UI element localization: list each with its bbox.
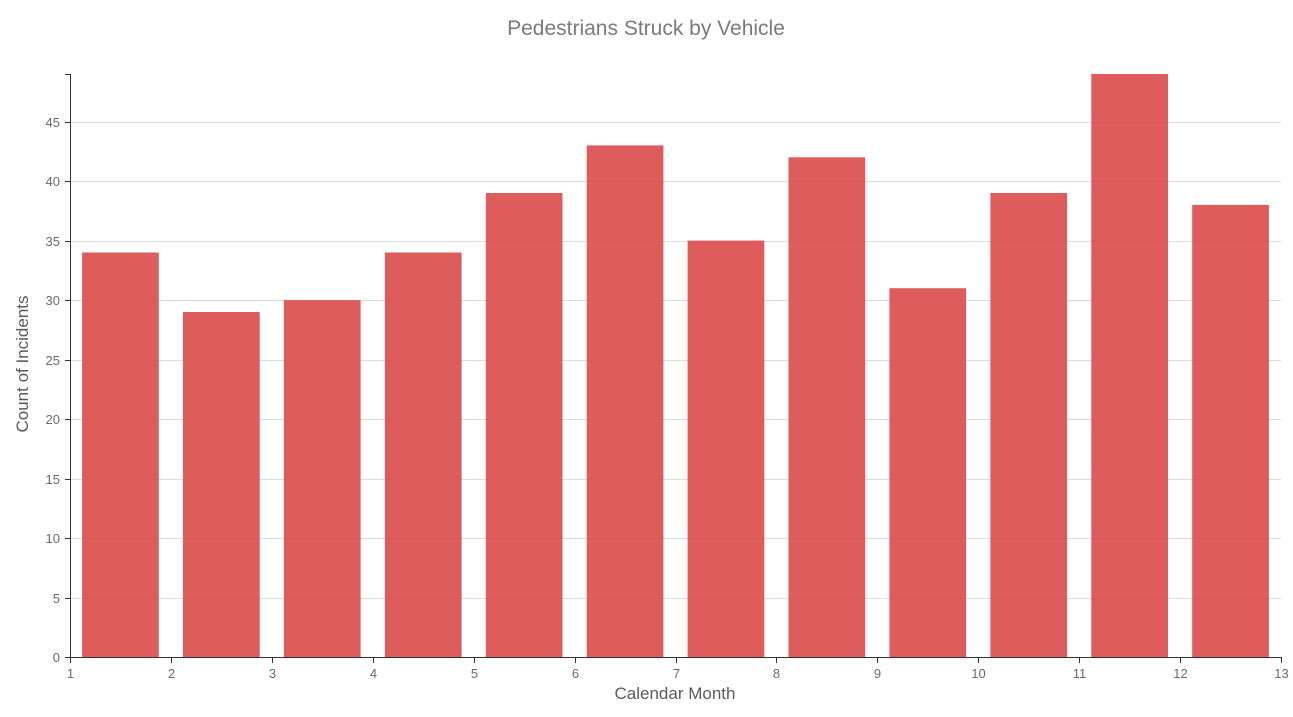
y-tick-label-45: 45 (46, 115, 60, 130)
x-tick-label-11: 11 (1073, 666, 1087, 681)
y-tick-label-20: 20 (46, 412, 60, 427)
bar-month-9[interactable] (889, 288, 967, 657)
x-tick-label-8: 8 (773, 666, 780, 681)
x-tick-label-9: 9 (874, 666, 881, 681)
bar-month-5[interactable] (485, 193, 563, 657)
y-tick-label-5: 5 (53, 591, 60, 606)
bar-month-10[interactable] (990, 193, 1068, 657)
x-tick-label-5: 5 (471, 666, 478, 681)
bar-month-2[interactable] (183, 312, 260, 657)
y-tick-label-10: 10 (46, 531, 60, 546)
bars-layer (82, 74, 1269, 658)
chart-title: Pedestrians Struck by Vehicle (507, 17, 785, 40)
bar-month-7[interactable] (687, 240, 765, 657)
bar-month-4[interactable] (384, 252, 462, 658)
bar-month-1[interactable] (82, 252, 159, 658)
y-tick-label-40: 40 (46, 174, 60, 189)
grid-layer (70, 122, 1281, 599)
x-tick-label-13: 13 (1274, 666, 1288, 681)
y-axis-title: Count of Incidents (13, 295, 32, 432)
x-axis-title: Calendar Month (615, 684, 736, 703)
bar-month-3[interactable] (283, 300, 361, 657)
bar-month-8[interactable] (788, 157, 866, 658)
y-tick-label-35: 35 (46, 234, 60, 249)
x-tick-label-7: 7 (673, 666, 680, 681)
x-tick-label-1: 1 (67, 666, 74, 681)
x-tick-label-4: 4 (370, 666, 377, 681)
y-tick-label-15: 15 (46, 472, 60, 487)
y-tick-label-0: 0 (53, 650, 60, 665)
y-tick-label-30: 30 (46, 293, 60, 308)
bar-month-11[interactable] (1091, 74, 1168, 657)
x-tick-label-6: 6 (572, 666, 579, 681)
x-tick-label-3: 3 (269, 666, 276, 681)
bar-month-6[interactable] (586, 145, 664, 657)
x-tick-label-10: 10 (971, 666, 985, 681)
bar-month-12[interactable] (1192, 204, 1269, 657)
x-tick-label-12: 12 (1173, 666, 1187, 681)
x-tick-label-2: 2 (168, 666, 175, 681)
y-tick-label-25: 25 (46, 353, 60, 368)
